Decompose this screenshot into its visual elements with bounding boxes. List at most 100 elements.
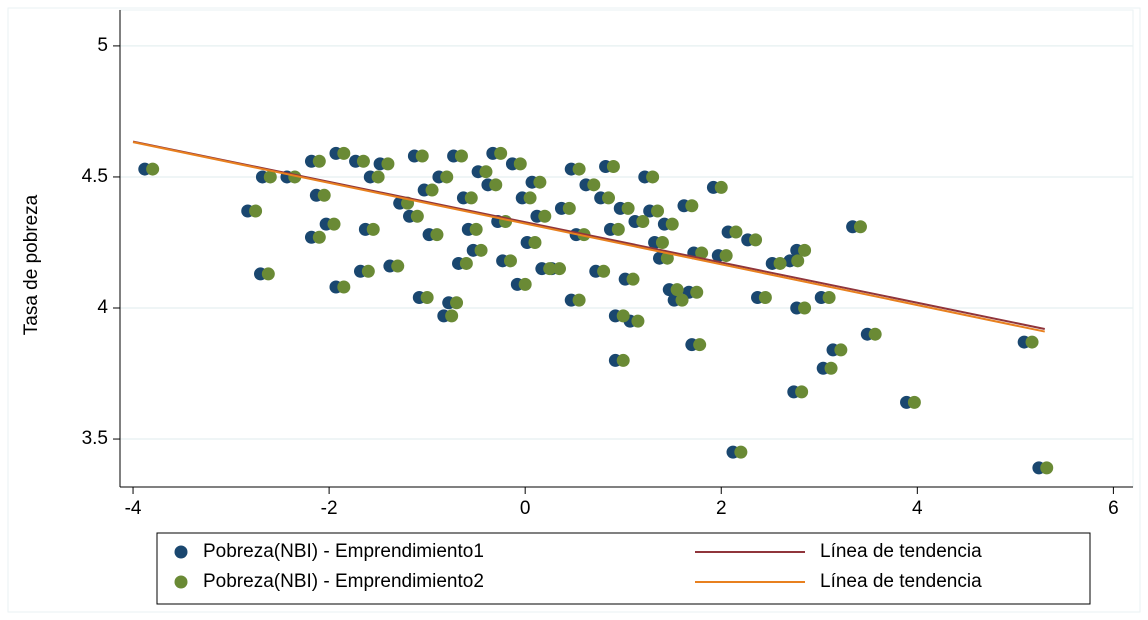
- scatter-point: [1025, 335, 1039, 349]
- scatter-point: [523, 191, 537, 205]
- scatter-point: [665, 217, 679, 231]
- scatter-point: [685, 199, 699, 213]
- scatter-point: [758, 291, 772, 305]
- scatter-point: [907, 395, 921, 409]
- x-tick-label: 2: [716, 498, 727, 519]
- scatter-point: [822, 291, 836, 305]
- x-tick-label: 4: [912, 498, 923, 519]
- scatter-point: [249, 204, 263, 218]
- scatter-point: [503, 254, 517, 268]
- scatter-point: [616, 309, 630, 323]
- scatter-point: [415, 149, 429, 163]
- scatter-point: [474, 243, 488, 257]
- scatter-point: [533, 175, 547, 189]
- x-tick-label: -4: [125, 498, 142, 519]
- scatter-point: [587, 178, 601, 192]
- scatter-point: [263, 170, 277, 184]
- scatter-point: [356, 154, 370, 168]
- x-tick-label: 0: [520, 498, 531, 519]
- scatter-point: [660, 251, 674, 265]
- scatter-point: [714, 180, 728, 194]
- scatter-point: [729, 225, 743, 239]
- scatter-point: [798, 243, 812, 257]
- scatter-point: [543, 262, 557, 276]
- scatter-point: [602, 191, 616, 205]
- scatter-point: [445, 309, 459, 323]
- scatter-point: [868, 327, 882, 341]
- scatter-point: [513, 157, 527, 171]
- scatter-point: [651, 204, 665, 218]
- scatter-point: [454, 149, 468, 163]
- scatter-point: [655, 235, 669, 249]
- y-tick-label: 3.5: [82, 428, 108, 449]
- scatter-point: [381, 157, 395, 171]
- scatter-point: [636, 215, 650, 229]
- scatter-point: [337, 280, 351, 294]
- scatter-point: [719, 249, 733, 263]
- scatter-point: [430, 228, 444, 242]
- scatter-point: [749, 233, 763, 247]
- scatter-point: [611, 222, 625, 236]
- scatter-point: [371, 170, 385, 184]
- scatter-point: [734, 445, 748, 459]
- scatter-point: [597, 264, 611, 278]
- scatter-point: [361, 264, 375, 278]
- legend-swatch: [174, 575, 188, 589]
- scatter-point: [562, 201, 576, 215]
- scatter-point: [621, 201, 635, 215]
- scatter-point: [538, 209, 552, 223]
- scatter-point: [695, 246, 709, 260]
- legend-label: Pobreza(NBI) - Emprendimiento1: [203, 541, 484, 562]
- x-tick-label: 6: [1108, 498, 1119, 519]
- x-tick-label: -2: [321, 498, 338, 519]
- plot-area: [119, 9, 1134, 488]
- scatter-point: [494, 146, 508, 160]
- scatter-point: [312, 154, 326, 168]
- scatter-point: [616, 353, 630, 367]
- scatter-point: [798, 301, 812, 315]
- scatter-point: [791, 254, 805, 268]
- scatter-point: [366, 222, 380, 236]
- scatter-point: [450, 296, 464, 310]
- scatter-point: [693, 338, 707, 352]
- scatter-point: [327, 217, 341, 231]
- y-tick-label: 4.5: [82, 166, 108, 187]
- scatter-point: [464, 191, 478, 205]
- scatter-point: [552, 262, 566, 276]
- legend-label: Pobreza(NBI) - Emprendimiento2: [203, 571, 484, 592]
- scatter-point: [146, 162, 160, 176]
- scatter-point: [646, 170, 660, 184]
- scatter-point: [572, 162, 586, 176]
- scatter-point: [795, 385, 809, 399]
- legend-box: [156, 532, 1091, 605]
- scatter-point: [670, 283, 684, 297]
- trend-line: [132, 141, 1045, 333]
- scatter-point: [312, 230, 326, 244]
- legend-swatch: [174, 545, 188, 559]
- scatter-point: [420, 291, 434, 305]
- scatter-point: [479, 165, 493, 179]
- scatter-point: [834, 343, 848, 357]
- scatter-point: [853, 220, 867, 234]
- scatter-point: [518, 277, 532, 291]
- legend-label: Línea de tendencia: [820, 541, 982, 562]
- scatter-point: [440, 170, 454, 184]
- scatter-point: [773, 256, 787, 270]
- scatter-point: [391, 259, 405, 273]
- scatter-point: [675, 293, 689, 307]
- y-tick-label: 5: [97, 35, 108, 56]
- y-axis-label: Tasa de pobreza: [21, 194, 42, 335]
- scatter-point: [317, 188, 331, 202]
- scatter-point: [690, 285, 704, 299]
- scatter-point: [631, 314, 645, 328]
- scatter-point: [425, 183, 439, 197]
- scatter-point: [824, 361, 838, 375]
- scatter-point: [572, 293, 586, 307]
- scatter-point: [261, 267, 275, 281]
- scatter-point: [626, 272, 640, 286]
- scatter-point: [337, 146, 351, 160]
- legend-label: Línea de tendencia: [820, 571, 982, 592]
- scatter-point: [469, 222, 483, 236]
